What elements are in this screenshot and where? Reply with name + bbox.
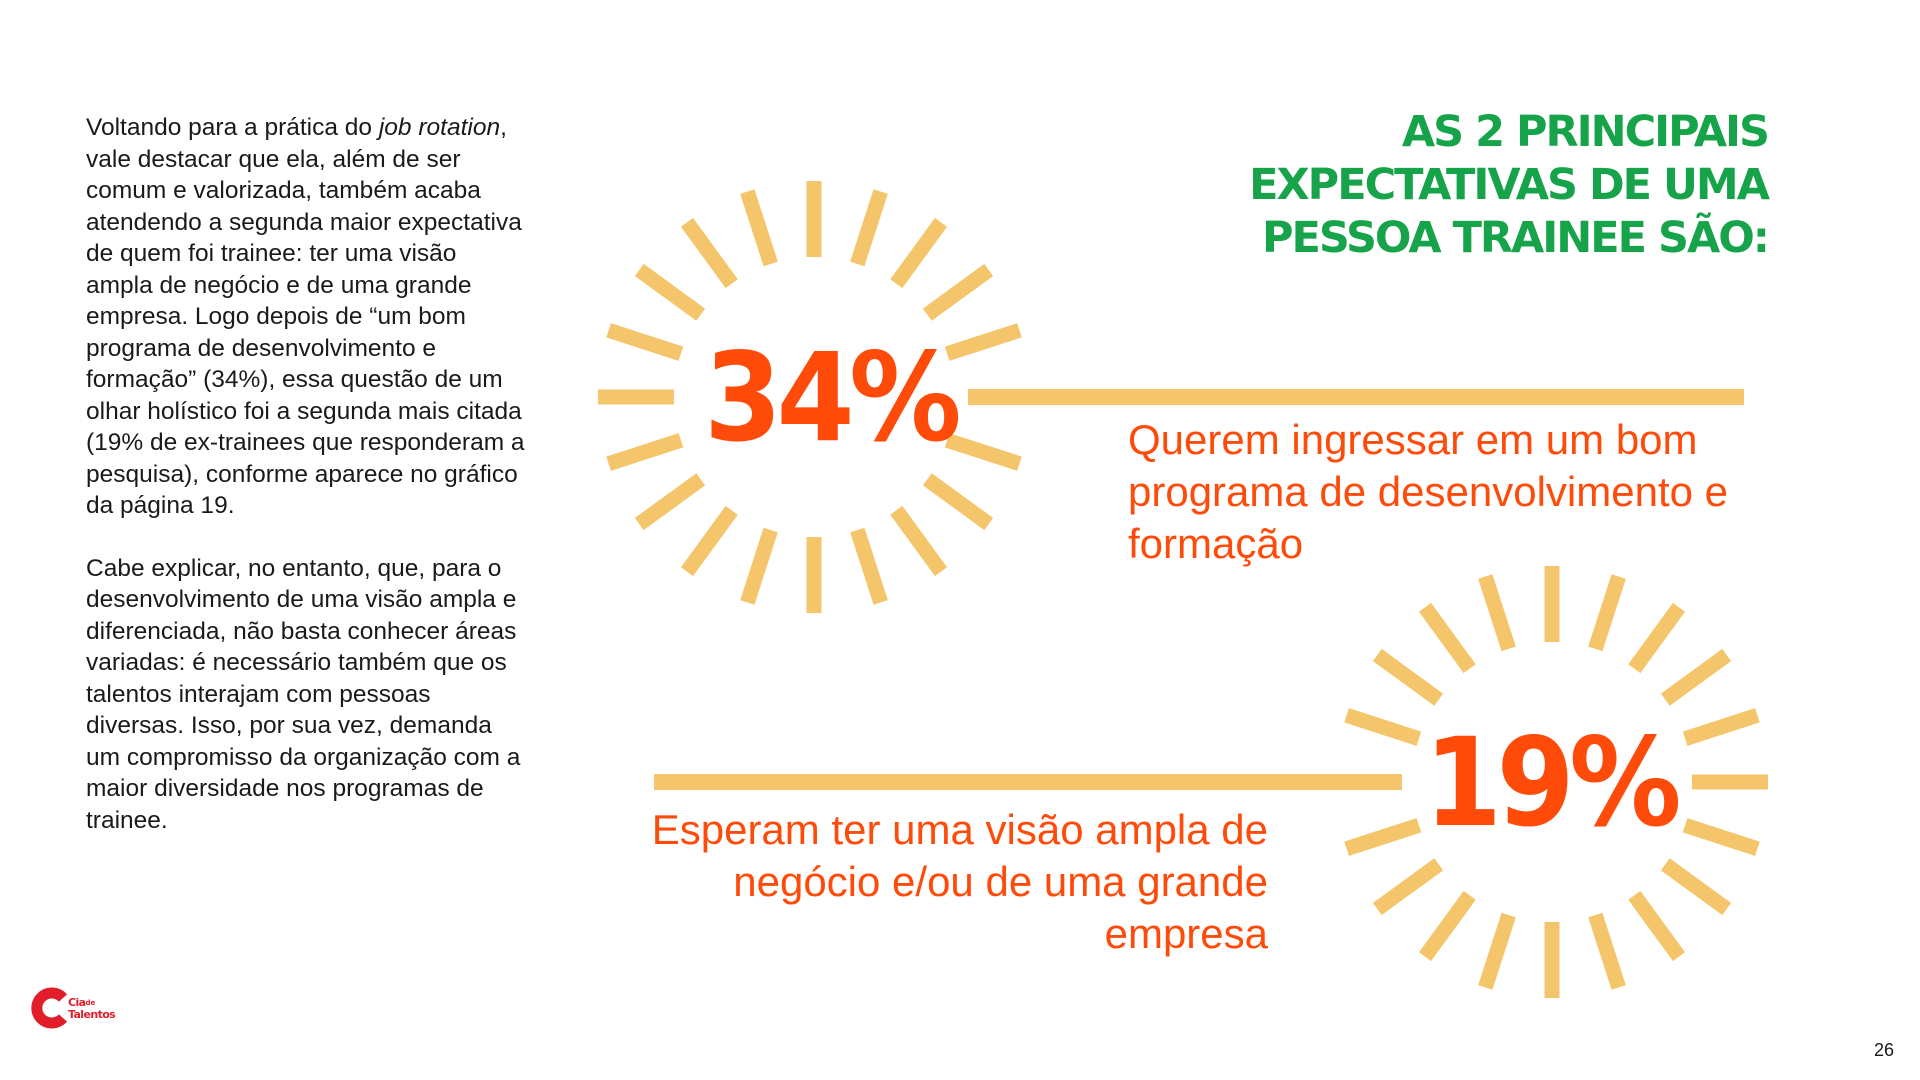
logo-c-icon (31, 987, 68, 1029)
sunburst-ray (922, 473, 994, 531)
cia-de-talentos-logo: Ciade Talentos (28, 986, 128, 1032)
sunburst-ray (634, 473, 706, 531)
stat-caption-19: Esperam ter uma visão ampla de negócio e… (651, 806, 1268, 957)
sunburst-ray (890, 217, 948, 289)
sunburst-ray (1682, 818, 1760, 856)
sunburst-ray (850, 189, 888, 267)
job-rotation-emphasis: job rotation (378, 114, 501, 141)
sunburst-ray (1344, 708, 1422, 746)
heading-line-2: EXPECTATIVAS DE UMA (1249, 160, 1770, 210)
sunburst-ray (1682, 708, 1760, 746)
heading-line-1: AS 2 PRINCIPAIS (1401, 107, 1770, 157)
sunburst-ray (922, 263, 994, 321)
sunburst-ray (606, 323, 684, 361)
sunburst-ray (740, 527, 778, 605)
sunburst-ray (1628, 602, 1686, 674)
sunburst-ray (890, 505, 948, 577)
sunburst-ray (634, 263, 706, 321)
sunburst-ray (1478, 912, 1516, 990)
paragraph-2: Cabe explicar, no entanto, que, para o d… (86, 554, 521, 834)
sunburst-ray (1418, 602, 1476, 674)
heading-line-3: PESSOA TRAINEE SÃO: (1262, 213, 1770, 263)
sunburst-ray (680, 505, 738, 577)
sunburst-ray (1372, 648, 1444, 706)
section-heading: AS 2 PRINCIPAIS EXPECTATIVAS DE UMA PESS… (1068, 106, 1770, 265)
sunburst-ray (740, 189, 778, 267)
sunburst-ray (1344, 818, 1422, 856)
sunburst-ray (1478, 574, 1516, 652)
stat-value-19: 19% (1423, 712, 1682, 854)
page-number: 26 (1873, 1040, 1894, 1060)
sunburst-ray (1660, 858, 1732, 916)
sunburst-ray (1418, 890, 1476, 962)
sunburst-ray (944, 323, 1022, 361)
sunburst-ray (944, 433, 1022, 471)
body-text: Voltando para a prática do job rotation,… (86, 112, 528, 836)
stat-caption-34: Querem ingressar em um bom programa de d… (1128, 416, 1729, 567)
sunburst-ray (1588, 574, 1626, 652)
sunburst-ray (1588, 912, 1626, 990)
sunburst-rays-19 (1344, 566, 1768, 998)
sunburst-ray (1628, 890, 1686, 962)
paragraph-1: Voltando para a prática do job rotation,… (86, 114, 525, 519)
connector-line-19 (654, 774, 1402, 790)
stat-value-34: 34% (703, 327, 962, 469)
sunburst-ray (1372, 858, 1444, 916)
sunburst-ray (850, 527, 888, 605)
sunburst-ray (606, 433, 684, 471)
sunburst-rays-34 (598, 181, 1022, 613)
logo-wordmark: Ciade Talentos (68, 996, 116, 1021)
sunburst-ray (1660, 648, 1732, 706)
connector-line-34 (968, 389, 1744, 405)
sunburst-ray (680, 217, 738, 289)
